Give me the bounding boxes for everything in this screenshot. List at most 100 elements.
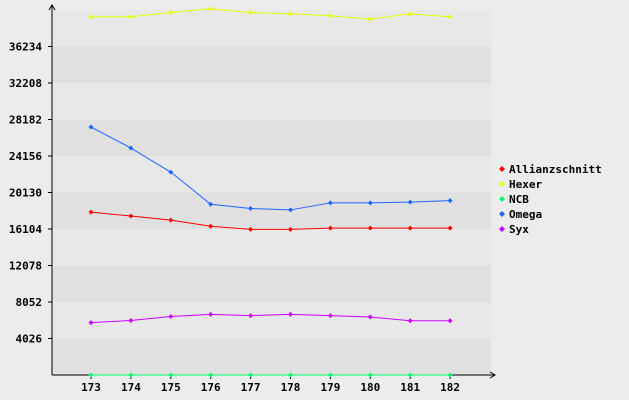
data-point [447,318,453,324]
data-point [128,14,134,20]
data-point [88,14,94,20]
x-axis-arrow [489,371,496,379]
x-tick-label: 182 [440,381,460,394]
legend-label: Syx [509,223,529,236]
legend-label: Hexer [509,178,542,191]
data-point [367,372,373,378]
y-tick-label: 8052 [16,296,43,309]
y-axis-ticks: 4026 8052 12078 16104 20130 24156 28182 32208 36… [9,41,52,346]
data-point [168,372,174,378]
legend-marker [499,196,505,202]
data-point [128,372,134,378]
x-tick-label: 181 [400,381,420,394]
data-point [248,372,254,378]
data-point [447,198,453,204]
data-point [288,226,293,232]
y-tick-label: 32208 [9,77,42,90]
x-tick-label: 177 [241,381,261,394]
x-tick-label: 179 [320,381,340,394]
data-point [367,225,373,231]
legend-label: NCB [509,193,529,206]
data-point [327,225,333,231]
x-tick-label: 175 [161,381,181,394]
grid-band [52,10,491,47]
x-tick-label: 180 [360,381,380,394]
data-point [288,372,293,378]
legend-item: Hexer [499,178,542,191]
data-point [407,318,413,324]
data-point [407,372,413,378]
data-point [88,124,94,130]
x-tick-label: 174 [121,381,141,394]
data-point [168,314,174,320]
series-line [90,126,451,211]
legend-label: Allianzschnitt [509,163,602,176]
data-point [288,311,293,317]
grid-band [52,192,491,229]
legend-label: Omega [509,208,542,221]
series-lines [88,6,453,378]
data-point [168,217,174,223]
legend-item: Allianzschnitt [499,163,602,176]
data-point [128,317,134,323]
y-tick-label: 12078 [9,260,42,273]
series-allianzschnitt [88,209,453,232]
grid-band [52,46,491,83]
legend: Allianzschnitt Hexer NCB Omega Syx [499,163,602,236]
grid-bands [52,10,491,375]
data-point [248,226,254,232]
data-point [288,207,293,213]
data-point [248,313,254,319]
legend-item: NCB [499,193,529,206]
y-tick-label: 24156 [9,150,42,163]
series-syx [88,311,453,326]
data-point [128,145,134,151]
x-tick-label: 173 [81,381,101,394]
y-axis-arrow [48,4,56,11]
data-point [327,200,333,206]
legend-marker [499,181,505,187]
grid-band [52,83,491,120]
series-line [90,313,451,324]
grid-band [52,265,491,302]
x-tick-label: 178 [281,381,301,394]
y-tick-label: 36234 [9,41,42,54]
data-point [327,13,333,19]
data-point [248,9,254,15]
data-point [88,209,94,215]
data-point [407,11,413,17]
y-tick-label: 20130 [9,187,42,200]
data-point [208,201,214,207]
y-tick-label: 4026 [16,333,43,346]
grid-band [52,338,491,375]
legend-marker [499,226,505,232]
data-point [447,225,453,231]
data-point [367,314,373,320]
data-point [88,320,94,326]
series-line [90,211,451,230]
grid-band [52,229,491,266]
grid-band [52,156,491,193]
data-point [248,205,254,211]
data-point [288,11,293,17]
data-point [208,223,214,229]
data-point [208,311,214,317]
data-point [88,372,94,378]
y-tick-label: 16104 [9,223,42,236]
y-tick-label: 28182 [9,114,42,127]
legend-item: Syx [499,223,529,236]
legend-marker [499,211,505,217]
data-point [208,372,214,378]
data-point [447,372,453,378]
x-axis-ticks: 173 174 175 176 177 178 179 180 181 182 [81,375,460,394]
data-point [327,313,333,319]
series-omega [88,124,453,213]
data-point [208,6,214,12]
data-point [168,169,174,175]
data-point [407,199,413,205]
data-point [327,372,333,378]
series-hexer [88,6,453,22]
series-line [91,8,451,20]
